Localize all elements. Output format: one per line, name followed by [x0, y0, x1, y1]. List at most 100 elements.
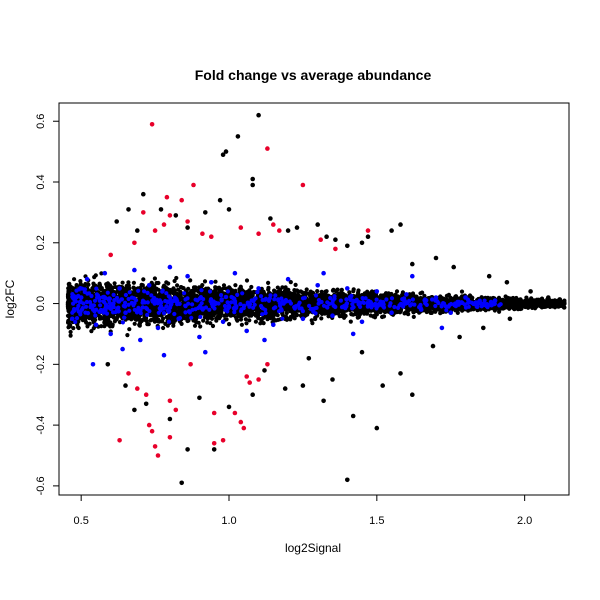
scatter-point-bulk [394, 289, 400, 294]
scatter-point-bulk [67, 324, 72, 329]
scatter-point-bulk [196, 320, 201, 325]
scatter-point-bulk [334, 289, 339, 294]
scatter-point-bulk [221, 283, 227, 288]
scatter-point-bulk [233, 283, 238, 288]
scatter-point-bulk [348, 319, 353, 324]
scatter-point-bulk [244, 321, 249, 326]
scatter-point-bulk [453, 295, 458, 300]
scatter-point-bulk [251, 290, 256, 295]
scatter-point-bulk [153, 292, 158, 297]
scatter-point-bulk [178, 290, 183, 295]
scatter-point-bulk [99, 324, 104, 329]
scatter-point-bulk [303, 309, 309, 314]
scatter-point-bulk [234, 315, 239, 320]
scatter-point-bulk [124, 286, 129, 291]
scatter-point-bulk [292, 316, 297, 321]
scatter-point-bulk [524, 295, 529, 300]
scatter-point-bulk [459, 289, 465, 294]
scatter-point-bulk [550, 300, 555, 305]
scatter-point-bulk [209, 316, 215, 321]
scatter-point-bulk [247, 318, 252, 323]
scatter-point-bulk [126, 283, 131, 288]
scatter-point-bulk [277, 293, 282, 298]
bulk-scatter-layer [65, 271, 567, 338]
scatter-point-bulk [404, 310, 409, 315]
scatter-point-bulk [74, 283, 79, 288]
scatter-point-bulk [246, 293, 251, 298]
scatter-point-bulk [91, 326, 96, 331]
scatter-point-bulk [71, 326, 76, 331]
scatter-point-bulk [179, 285, 184, 290]
scatter-point-bulk [137, 298, 142, 303]
scatter-point-bulk [339, 287, 344, 292]
scatter-point-bulk [386, 291, 391, 296]
scatter-point-bulk [498, 306, 503, 311]
scatter-point-bulk [75, 325, 81, 330]
scatter-point-bulk [217, 288, 222, 293]
scatter-point-bulk [140, 317, 145, 322]
scatter-point-bulk [497, 309, 502, 314]
scatter-point-bulk [197, 285, 202, 290]
scatter-point-bulk [131, 280, 136, 285]
scatter-point-bulk [315, 289, 320, 294]
scatter-point-bulk [336, 291, 341, 297]
scatter-point-bulk [373, 309, 378, 314]
scatter-point-bulk [381, 293, 386, 298]
scatter-point-bulk [102, 317, 107, 322]
scatter-point-bulk [132, 321, 137, 326]
scatter-point-bulk [161, 325, 166, 331]
scatter-point-bulk [313, 316, 318, 322]
scatter-point-bulk [290, 293, 295, 298]
scatter-point-bulk [113, 317, 118, 322]
scatter-point-bulk [296, 295, 301, 300]
scatter-point-bulk [298, 313, 303, 318]
scatter-point-bulk [72, 277, 77, 282]
scatter-point-bulk [300, 290, 305, 295]
scatter-point-bulk [324, 289, 329, 294]
scatter-point-bulk [396, 296, 401, 301]
scatter-point-bulk [97, 316, 102, 321]
scatter-point-bulk [239, 297, 244, 302]
scatter-point-bulk [87, 321, 92, 326]
scatter-point-bulk [210, 323, 216, 329]
scatter-point-bulk [300, 300, 305, 305]
scatter-point-bulk [420, 290, 425, 295]
scatter-point-bulk [126, 280, 131, 285]
scatter-point-bulk [191, 285, 197, 290]
scatter-point-bulk [139, 282, 144, 287]
scatter-point-bulk [381, 314, 387, 319]
scatter-point-bulk [213, 293, 218, 298]
scatter-point-bulk [369, 289, 375, 294]
scatter-point-bulk [344, 293, 349, 299]
scatter-point-bulk [179, 307, 184, 313]
scatter-point-bulk [530, 302, 536, 307]
scatter-point-bulk [188, 278, 193, 283]
scatter-point-bulk [172, 278, 177, 284]
scatter-point-bulk [557, 297, 563, 302]
scatter-point-bulk [127, 327, 132, 332]
scatter-point-bulk [309, 318, 314, 323]
scatter-point-bulk [68, 329, 73, 335]
scatter-point-bulk [214, 318, 219, 323]
scatter-point-bulk [108, 313, 113, 318]
scatter-point-bulk [250, 311, 255, 316]
scatter-point-bulk [128, 314, 133, 319]
scatter-point-bulk [319, 316, 324, 321]
scatter-point-bulk [244, 278, 250, 283]
scatter-point-bulk [362, 291, 367, 296]
scatter-point-bulk [283, 285, 288, 290]
scatter-point-bulk [175, 283, 180, 288]
scatter-point-bulk [266, 285, 271, 290]
scatter-point-bulk [89, 329, 94, 334]
scatter-point-bulk [294, 313, 300, 318]
scatter-point-bulk [302, 312, 308, 317]
scatter-point-bulk [137, 323, 142, 328]
scatter-point-bulk [152, 286, 157, 291]
scatter-point-bulk [162, 294, 167, 299]
chart-title: Fold change vs average abundance [195, 67, 432, 83]
scatter-point-bulk [193, 317, 199, 322]
scatter-point-bulk [455, 310, 460, 315]
scatter-point-bulk [513, 306, 518, 311]
scatter-point-bulk [519, 306, 524, 311]
scatter-point-bulk [268, 305, 273, 311]
